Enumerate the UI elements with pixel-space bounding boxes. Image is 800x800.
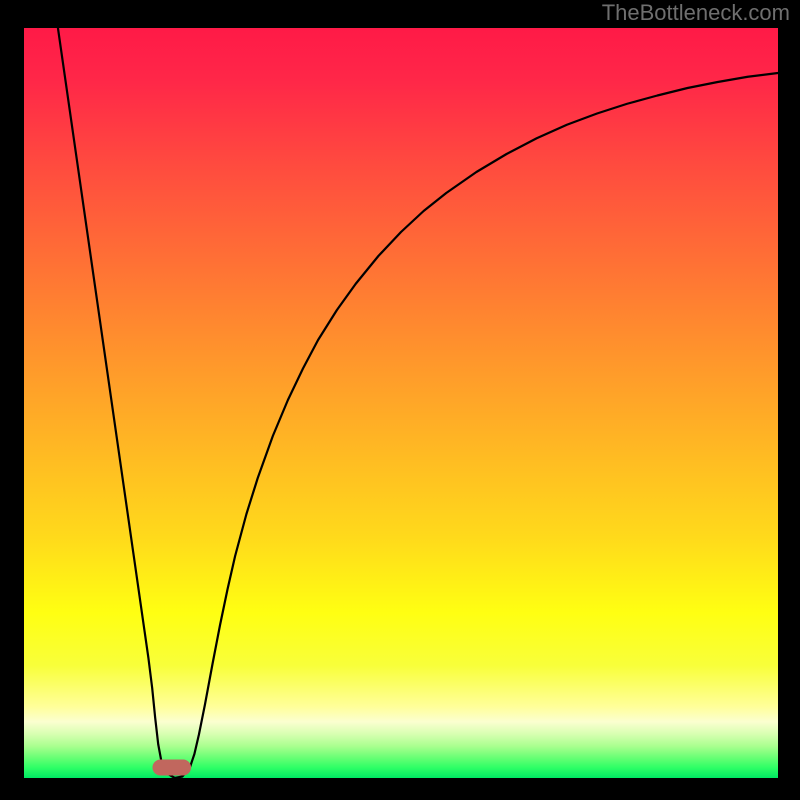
attribution-text: TheBottleneck.com	[602, 0, 790, 26]
bottleneck-chart-svg	[0, 0, 800, 800]
optimal-marker-pill	[153, 760, 191, 775]
bottleneck-chart-container: TheBottleneck.com	[0, 0, 800, 800]
plot-background-gradient	[24, 28, 778, 778]
